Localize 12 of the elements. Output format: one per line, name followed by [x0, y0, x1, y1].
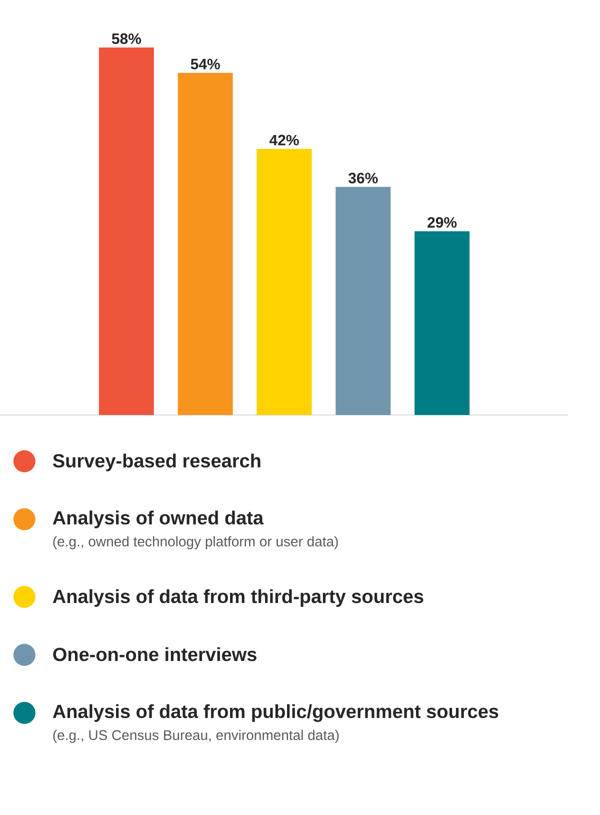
legend-label: Analysis of owned data: [52, 510, 264, 528]
legend-label: One-on-one interviews: [53, 647, 256, 662]
legend-label: Analysis of data from third-party sources: [52, 589, 424, 607]
legend-label: Analysis of data from public/government sources: [52, 704, 498, 722]
legend-label: Survey-based research: [52, 454, 260, 472]
data-label: 42%: [269, 134, 299, 146]
data-label: 54%: [190, 58, 220, 70]
data-label: 29%: [427, 217, 457, 228]
data-label: 36%: [348, 172, 378, 184]
text: (e.g., owned technology platform or user data): [53, 536, 338, 550]
data-label: 58%: [112, 33, 141, 44]
text: (e.g., US Census Bureau, environmental data): [53, 730, 339, 743]
